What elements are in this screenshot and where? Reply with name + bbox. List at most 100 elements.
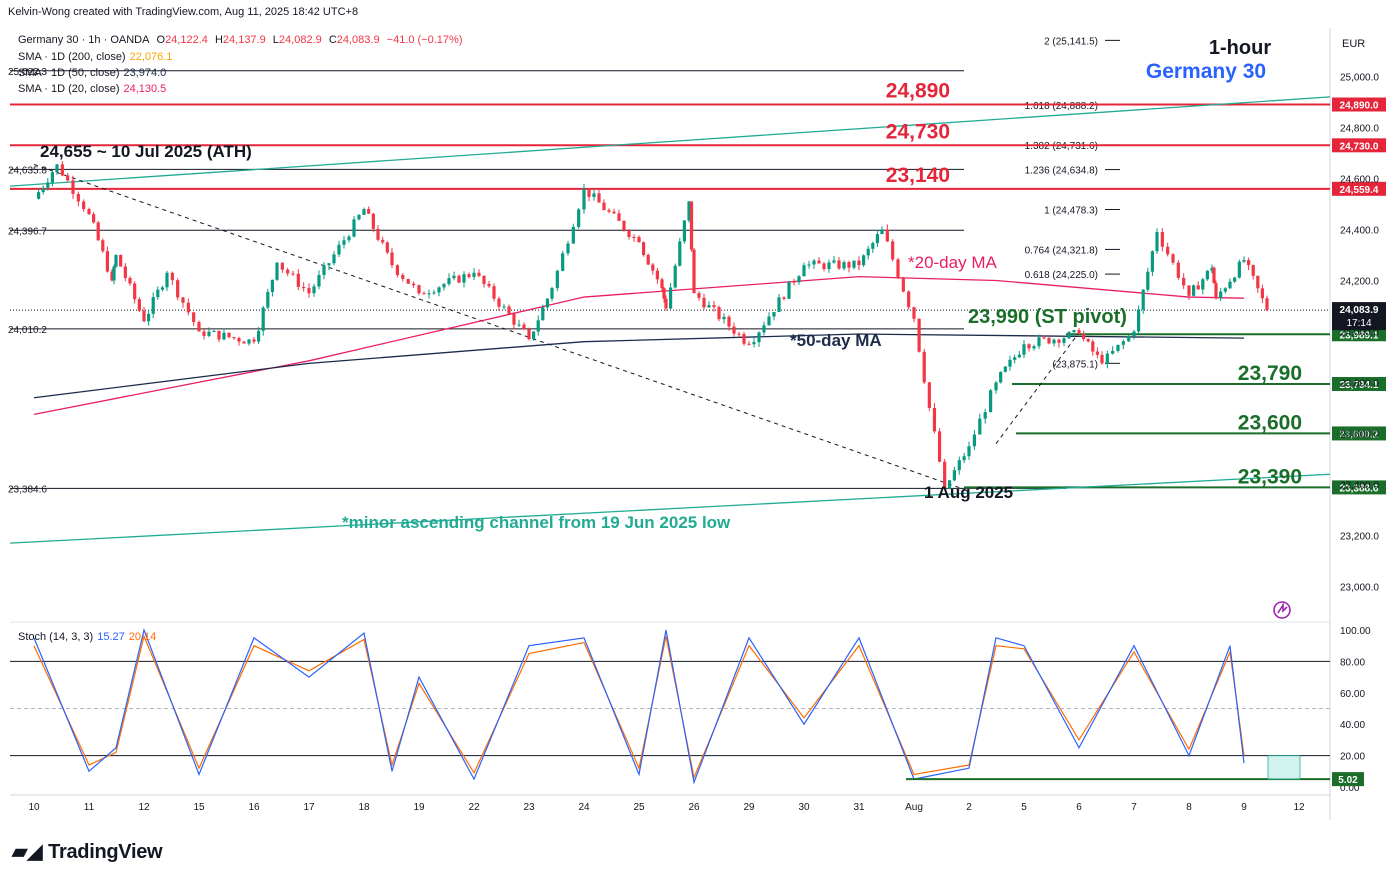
candle-body [181,297,185,303]
candle-body [875,234,879,244]
fib-label: 1.618 (24,888.2) [1025,101,1098,112]
candle-body [502,306,506,308]
candle-body [1027,344,1031,349]
stoch-legend[interactable]: Stoch (14, 3, 3) 15.27 20.14 [18,631,160,643]
price-axis-tick: 23,000.0 [1340,582,1379,593]
fib-label: 0.764 (24,321.8) [1025,245,1098,256]
timeframe-annotation: 1-hour [1209,37,1271,59]
candle-body [247,339,251,344]
tradingview-wordmark: TradingView [48,841,163,863]
axes: 24,890.0 24,730.0 24,559.4 23,794.1 23,600.2… [28,72,1386,813]
candle-body [242,341,246,344]
candle-body [347,236,351,241]
candle-body [412,283,416,286]
candle-body [367,209,371,214]
fib-label: 1 (24,478.3) [1044,205,1098,216]
candle-body [822,263,826,269]
candle-body [1251,265,1255,276]
currency-label[interactable]: EUR [1342,38,1365,50]
support-price-tag-text: 23,600.2 [1340,429,1379,440]
candle-body [1077,330,1081,335]
candle-body [442,284,446,288]
candle-body [880,229,884,235]
fib-label: (23,875.1) [1052,359,1098,370]
candle-body [371,213,375,229]
candle-body [682,220,686,242]
candle-body [660,279,664,289]
candle-body [1228,281,1232,289]
candle-body [757,332,761,343]
sma50-legend[interactable]: SMA · 1D (50, close) 23,974.0 [18,67,170,79]
candle-body [697,293,701,298]
candle-body [1166,246,1170,255]
candle-body [512,313,516,325]
candle-body [217,330,221,340]
candle-body [342,240,346,245]
time-axis-tick: 15 [193,802,205,813]
replay-icon[interactable] [1273,601,1291,619]
price-axis-tick: 23,800.0 [1340,378,1379,389]
support-label: 23,390 [1238,465,1302,488]
candle-body [176,280,180,298]
price-axis-tick: 24,200.0 [1340,276,1379,287]
candle-body [133,283,137,300]
candle-body [612,211,616,214]
candle-body [1182,277,1186,286]
candle-body [1242,260,1246,262]
candle-body [592,193,596,197]
price-axis-tick: 23,600.0 [1340,429,1379,440]
time-axis-tick: 10 [28,802,40,813]
candle-body [1196,285,1200,290]
candle-body [170,272,174,281]
candle-body [137,299,141,311]
candle-body [82,201,86,210]
price-axis-tick: 25,000.0 [1340,72,1379,83]
change-value: −41.0 (−0.17%) [386,34,463,46]
candle-body [536,320,540,332]
high-value: 24,137.9 [222,34,266,46]
tradingview-logo[interactable]: ▰◢ TradingView [12,839,163,864]
ascending-channel [9,96,1331,544]
stoch-axis-tick: 100.00 [1340,626,1371,637]
fib-label: 1.382 (24,731.6) [1025,141,1098,152]
symbol-name[interactable]: Germany 30 · 1h · OANDA [18,34,150,46]
candle-body [437,287,441,293]
candle-body [871,243,875,249]
candle-body [401,275,405,279]
horizontal-levels: 25,022.3 24,635.8 24,396.7 24,010.2 23,384.6… [8,36,1330,495]
stoch-highlight-box [1267,755,1301,780]
candle-body [1047,337,1051,344]
sma20-legend[interactable]: SMA · 1D (20, close) 24,130.5 [18,83,170,95]
countdown-tag-text: 17:14 [1346,318,1371,329]
candle-body [896,259,900,278]
stoch-d-value: 20.14 [128,631,157,643]
candle-body [487,284,491,287]
candle-body [337,244,341,255]
candles [37,161,1269,490]
candle-body [87,209,91,215]
candle-body [727,316,731,327]
candle-body [1237,261,1241,278]
candle-body [1095,351,1099,355]
candle-body [692,249,696,294]
sma50-label: SMA · 1D (50, close) [18,67,120,79]
candle-body [37,192,41,199]
candle-body [566,243,570,254]
sma50-value: 23,974.0 [123,67,167,79]
last-price-tag [1332,302,1386,331]
candle-body [687,201,691,221]
candle-body [467,274,471,277]
sma200-legend[interactable]: SMA · 1D (200, close) 22,076.1 [18,51,176,63]
candle-body [207,331,211,336]
close-label: C [328,34,337,46]
fib-label: 2 (25,141.5) [1044,36,1098,47]
candle-body [517,324,521,326]
time-axis-tick: 2 [966,802,972,813]
candle-body [101,240,105,252]
candle-body [482,275,486,285]
candle-body [522,324,526,330]
stoch-axis-tick: 60.00 [1340,689,1365,700]
candle-body [597,193,601,203]
resistance-price-tag [1332,181,1386,196]
candle-body [812,260,816,265]
